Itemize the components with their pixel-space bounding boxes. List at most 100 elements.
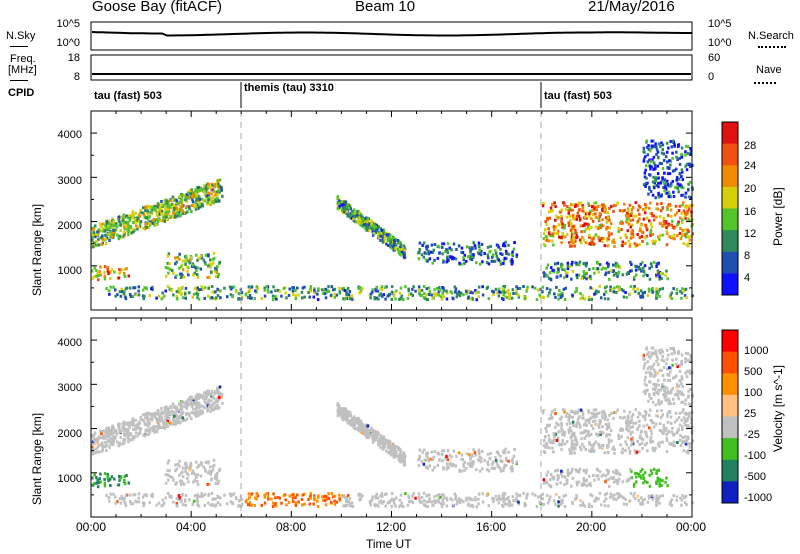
power-cell	[587, 298, 591, 302]
power-cell	[393, 248, 396, 252]
power-cell	[444, 250, 447, 253]
velocity-cell	[658, 501, 661, 505]
velocity-cell	[445, 504, 449, 508]
velocity-cell	[666, 412, 669, 416]
power-cell	[597, 290, 600, 294]
velocity-cell	[491, 462, 494, 466]
velocity-cell	[113, 477, 116, 481]
velocity-cell	[205, 401, 209, 405]
power-cell	[614, 264, 617, 268]
power-cell	[614, 271, 618, 275]
power-cell	[579, 217, 582, 221]
velocity-cell	[636, 415, 640, 419]
power-cell	[631, 223, 634, 227]
velocity-cell	[589, 416, 592, 420]
velocity-cell	[184, 418, 187, 422]
power-cell	[388, 237, 391, 241]
power-cell	[208, 262, 211, 266]
velocity-cell	[336, 404, 339, 408]
power-cell	[163, 199, 167, 203]
power-cell	[655, 287, 658, 291]
velocity-cell	[266, 495, 270, 499]
power-cell	[430, 293, 434, 297]
power-cell	[579, 241, 583, 245]
velocity-cell	[181, 475, 185, 479]
velocity-cell	[630, 441, 634, 445]
power-cell	[650, 144, 654, 148]
power-cell	[550, 266, 553, 270]
power-cell	[379, 234, 383, 238]
power-cell	[600, 267, 604, 271]
velocity-cell	[477, 450, 481, 454]
velocity-cell	[563, 433, 566, 437]
power-cell	[364, 227, 367, 231]
velocity-cell	[661, 494, 664, 498]
power-cell	[194, 201, 197, 204]
velocity-cell	[499, 497, 502, 501]
power-cell	[126, 229, 130, 233]
velocity-cell	[560, 421, 563, 425]
power-cell	[210, 263, 213, 267]
velocity-cell	[360, 421, 363, 425]
velocity-cell	[204, 397, 208, 401]
power-cell	[663, 222, 666, 226]
power-cell	[97, 238, 100, 242]
power-cell	[604, 267, 608, 271]
power-cell	[574, 239, 577, 243]
velocity-cell	[255, 492, 258, 496]
power-cell	[581, 204, 584, 207]
power-cell	[460, 246, 464, 250]
velocity-cell	[583, 431, 586, 434]
power-cell	[474, 289, 477, 293]
power-cell	[649, 190, 653, 193]
velocity-cell	[625, 502, 628, 506]
velocity-cell	[168, 421, 171, 425]
velocity-cell	[357, 426, 360, 430]
power-cell	[337, 202, 341, 205]
power-cell	[389, 292, 393, 296]
velocity-cell	[448, 453, 451, 457]
power-cell	[424, 258, 428, 262]
power-cell	[118, 234, 121, 238]
velocity-cell	[119, 436, 122, 439]
velocity-cell	[553, 435, 556, 439]
power-ytick-3000: 3000	[57, 175, 82, 187]
velocity-cell	[109, 436, 112, 440]
velocity-cell	[168, 469, 171, 473]
power-cb-tick-24: 24	[744, 160, 757, 172]
power-cell	[664, 186, 667, 190]
velocity-cell	[546, 424, 550, 428]
power-cell	[590, 217, 593, 221]
power-cell	[216, 287, 219, 291]
power-cell	[645, 234, 648, 238]
power-cell	[684, 150, 687, 154]
power-cell	[645, 226, 648, 230]
velocity-cell	[188, 397, 192, 401]
velocity-cell	[666, 431, 670, 435]
velocity-cell	[659, 429, 663, 433]
power-cell	[602, 224, 605, 228]
power-cell	[96, 278, 100, 282]
power-cell	[489, 245, 492, 248]
velocity-cell	[407, 496, 411, 500]
power-cell	[603, 297, 607, 301]
velocity-cell	[166, 461, 170, 465]
power-cell	[654, 142, 657, 146]
power-cell	[632, 287, 635, 291]
power-cell	[376, 289, 380, 293]
power-cell	[284, 291, 287, 295]
power-cell	[644, 203, 647, 206]
velocity-cell	[218, 395, 221, 399]
velocity-cell	[197, 504, 201, 508]
power-cell	[568, 214, 572, 218]
power-cell	[604, 216, 608, 220]
power-cell	[108, 270, 112, 274]
velocity-cell	[619, 443, 622, 447]
power-cell	[168, 262, 171, 266]
velocity-cell	[103, 481, 107, 485]
power-cell	[617, 272, 620, 276]
power-cell	[525, 289, 528, 293]
power-cell	[403, 256, 407, 259]
power-cell	[652, 218, 656, 222]
power-cell	[571, 240, 574, 244]
